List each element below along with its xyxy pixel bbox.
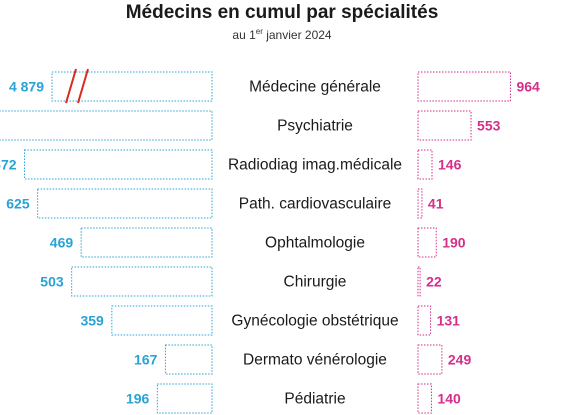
break-mark (65, 68, 77, 104)
left-value-label: 672 (0, 157, 17, 173)
left-value-label: 167 (134, 352, 158, 368)
left-value-label: 196 (126, 391, 150, 407)
right-value-label: 553 (477, 118, 501, 134)
left-bar (71, 266, 213, 297)
right-bar (417, 188, 423, 219)
right-bar (417, 305, 432, 336)
right-value-label: 131 (437, 313, 461, 329)
category-label: Médecine générale (249, 79, 381, 96)
right-value-label: 249 (448, 352, 472, 368)
right-value-label: 146 (438, 157, 462, 173)
left-value-label: 469 (50, 235, 74, 251)
subtitle-prefix: au 1 (232, 28, 256, 42)
left-bar (37, 188, 213, 219)
left-bar (80, 227, 213, 258)
right-value-label: 964 (516, 79, 540, 95)
category-label: Radiodiag imag.médicale (228, 157, 402, 174)
left-bar (156, 383, 213, 414)
left-bar (111, 305, 213, 336)
left-value-label: 359 (80, 313, 104, 329)
right-bar (417, 383, 432, 414)
left-value-label: 503 (40, 274, 64, 290)
right-bar (417, 110, 472, 141)
left-value-label: 4 879 (9, 79, 44, 95)
left-bar (24, 149, 213, 180)
category-label: Ophtalmologie (265, 235, 365, 252)
left-bar (0, 110, 213, 141)
category-label: Pédiatrie (284, 391, 345, 408)
category-label: Gynécologie obstétrique (231, 313, 398, 330)
category-label: Dermato vénérologie (243, 352, 387, 369)
category-label: Chirurgie (284, 274, 347, 291)
category-label: Path. cardiovasculaire (239, 196, 392, 213)
right-value-label: 140 (437, 391, 461, 407)
right-value-label: 41 (428, 196, 444, 212)
right-bar (417, 266, 421, 297)
left-bar (164, 344, 213, 375)
subtitle-suffix: janvier 2024 (262, 28, 332, 42)
category-label: Psychiatrie (277, 118, 353, 135)
chart-title: Médecins en cumul par spécialités (125, 2, 439, 23)
chart-subtitle: au 1er janvier 2024 (0, 27, 564, 42)
left-bar (51, 71, 213, 102)
right-bar (417, 71, 511, 102)
left-value-label: 625 (6, 196, 30, 212)
right-bar (417, 344, 443, 375)
right-bar (417, 227, 437, 258)
subtitle-superscript: er (255, 27, 263, 36)
right-value-label: 22 (426, 274, 442, 290)
break-mark (77, 68, 89, 104)
right-value-label: 190 (442, 235, 466, 251)
right-bar (417, 149, 433, 180)
